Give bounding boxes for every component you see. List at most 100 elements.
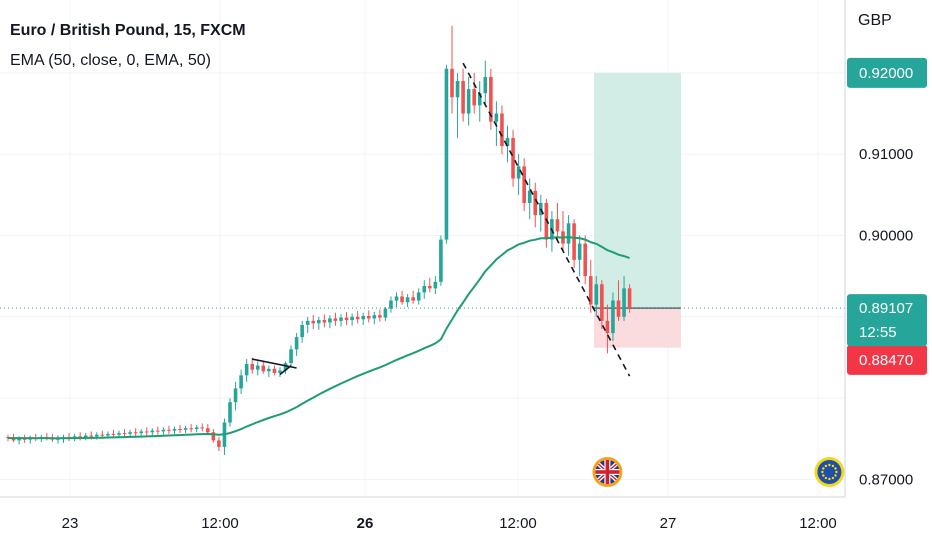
candle xyxy=(555,202,560,240)
candle-body xyxy=(11,437,16,441)
candle xyxy=(200,423,205,432)
candle xyxy=(611,292,615,342)
price-label-0-text: 0.92000 xyxy=(859,65,913,82)
candle-body xyxy=(133,432,138,434)
candle xyxy=(516,154,521,195)
candle xyxy=(577,235,582,277)
candle xyxy=(455,72,460,138)
candle-body xyxy=(622,288,626,317)
candle-body xyxy=(588,276,593,305)
uk-flag-cross-red xyxy=(605,460,610,484)
candle xyxy=(272,365,277,376)
candle-body xyxy=(261,365,266,372)
price-label-0-bg xyxy=(847,57,927,88)
y-tick-label: 0.87000 xyxy=(859,471,913,488)
candle-body xyxy=(516,166,521,179)
candle xyxy=(350,313,354,326)
eu-flag-star xyxy=(834,467,837,470)
candle xyxy=(600,280,604,329)
eu-flag-star xyxy=(822,474,825,477)
candle xyxy=(389,296,393,313)
candle xyxy=(139,429,143,437)
candle xyxy=(533,182,538,228)
price-label-2-text: 0.88470 xyxy=(859,352,913,369)
candle-body xyxy=(300,324,304,338)
candle xyxy=(466,76,471,126)
candle-body xyxy=(311,320,316,324)
eu-flag-star xyxy=(834,474,837,477)
candle-body xyxy=(372,315,377,319)
candle-body xyxy=(350,316,354,321)
candle xyxy=(489,68,493,130)
candle xyxy=(561,211,565,252)
candle-body xyxy=(211,432,216,441)
candle-body xyxy=(444,68,449,240)
candle-body xyxy=(583,243,587,277)
eu-flag-icon xyxy=(814,457,845,487)
candle xyxy=(250,357,254,374)
candle xyxy=(189,424,193,433)
price-label-0: 0.92000 xyxy=(847,57,927,88)
candle xyxy=(428,277,432,293)
candle-body xyxy=(361,315,365,320)
candle-body xyxy=(122,433,127,435)
candle-body xyxy=(217,440,221,447)
candle-body xyxy=(378,315,382,318)
candle xyxy=(156,426,160,435)
candle xyxy=(206,424,210,435)
candle xyxy=(472,72,476,114)
candle-body xyxy=(6,437,10,439)
candle xyxy=(494,101,499,147)
candle xyxy=(522,158,526,212)
eu-flag-star xyxy=(831,476,835,480)
uk-flag-icon xyxy=(592,457,623,487)
candle xyxy=(511,129,515,187)
indicator-legend[interactable]: EMA (50, close, 0, EMA, 50) xyxy=(10,52,211,69)
candle-body xyxy=(455,80,460,98)
candle-body xyxy=(383,308,388,318)
candle xyxy=(411,290,415,304)
candle xyxy=(283,361,288,374)
candle xyxy=(616,280,621,321)
candle xyxy=(566,215,571,256)
candle-body xyxy=(150,430,155,433)
candle-body xyxy=(317,320,321,324)
candle xyxy=(594,276,599,317)
candle xyxy=(588,259,593,313)
candle-body xyxy=(22,438,27,440)
candle-body xyxy=(244,363,249,376)
candle xyxy=(339,314,343,327)
candle xyxy=(400,290,404,305)
candle xyxy=(45,433,49,441)
candle-body xyxy=(328,318,332,323)
candle-body xyxy=(100,434,105,436)
candles xyxy=(6,25,632,456)
candle-body xyxy=(95,434,99,437)
candle-body xyxy=(272,368,277,373)
candle-body xyxy=(339,317,343,321)
candle xyxy=(6,434,10,442)
candle xyxy=(317,316,321,330)
candle-body xyxy=(206,428,210,433)
trendline xyxy=(279,364,292,376)
candle-body xyxy=(577,243,582,260)
candle-body xyxy=(156,430,160,432)
candle xyxy=(627,284,632,313)
candle-body xyxy=(294,337,299,350)
candle-body xyxy=(466,89,471,114)
candle xyxy=(178,424,182,434)
candle-body xyxy=(439,239,443,282)
countdown-timer: 12:55 xyxy=(859,324,897,341)
ema-line xyxy=(7,235,630,440)
candle-body xyxy=(366,315,371,319)
y-tick-label: 0.91000 xyxy=(859,146,913,163)
candle-body xyxy=(144,431,149,433)
candle-body xyxy=(283,363,288,371)
candle-body xyxy=(483,76,488,94)
candle-body xyxy=(594,284,599,305)
candle xyxy=(605,304,610,354)
chart-title[interactable]: Euro / British Pound, 15, FXCM xyxy=(10,22,246,39)
candle-body xyxy=(17,438,21,441)
candle-body xyxy=(505,137,510,147)
